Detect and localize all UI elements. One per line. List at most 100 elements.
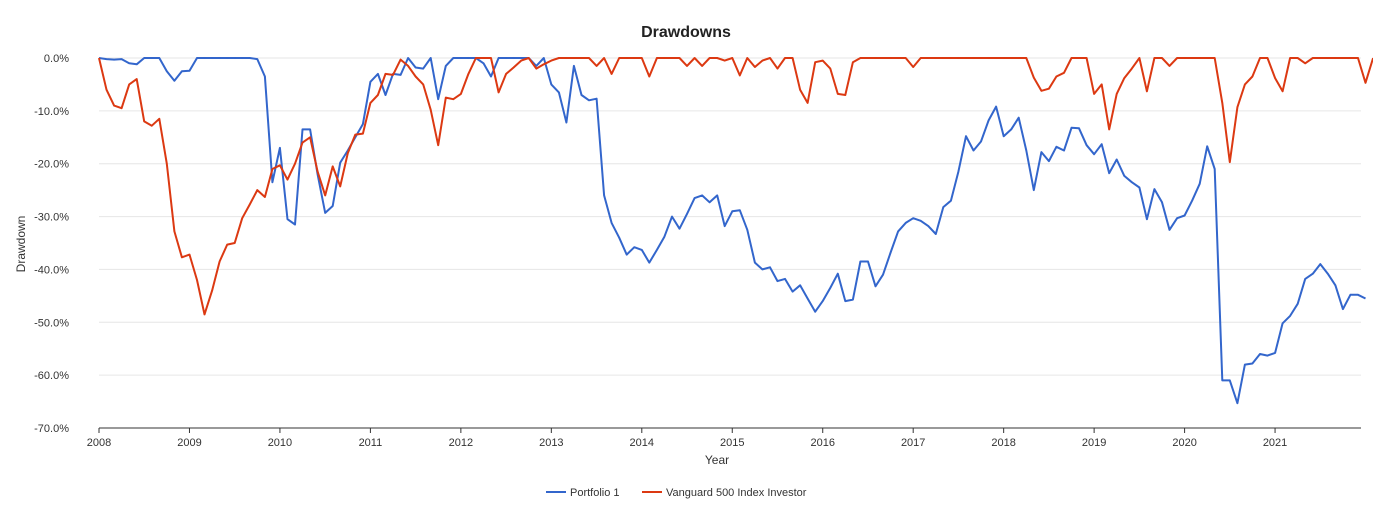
data-point xyxy=(1085,144,1088,147)
data-point xyxy=(1002,135,1005,138)
y-tick-label: -60.0% xyxy=(34,370,69,382)
data-point xyxy=(166,162,169,165)
data-point xyxy=(882,57,885,60)
data-point xyxy=(1115,158,1118,161)
data-point xyxy=(256,189,259,192)
y-tick-label: -50.0% xyxy=(34,317,69,329)
legend: Portfolio 1 Vanguard 500 Index Investor xyxy=(546,487,807,499)
x-tick-label: 2011 xyxy=(359,437,383,449)
data-point xyxy=(588,99,591,102)
x-tick-label: 2014 xyxy=(630,437,654,449)
data-point xyxy=(543,63,546,66)
data-point xyxy=(1349,57,1352,60)
data-point xyxy=(249,57,252,60)
data-point xyxy=(972,149,975,152)
data-point xyxy=(965,135,968,138)
data-point xyxy=(1236,106,1239,109)
data-point xyxy=(633,246,636,249)
data-point xyxy=(1327,272,1330,275)
data-point xyxy=(264,196,267,199)
data-point xyxy=(1017,57,1020,60)
data-point xyxy=(362,123,365,126)
data-point xyxy=(407,57,410,60)
data-point xyxy=(181,256,184,259)
data-point xyxy=(889,251,892,254)
data-point xyxy=(837,272,840,275)
data-point xyxy=(482,62,485,65)
data-point xyxy=(874,285,877,288)
data-point xyxy=(294,223,297,226)
data-point xyxy=(429,109,432,112)
data-point xyxy=(339,161,342,164)
data-point xyxy=(377,73,380,76)
data-point xyxy=(1312,272,1315,275)
data-point xyxy=(203,313,206,316)
data-point xyxy=(980,57,983,60)
data-point xyxy=(1078,57,1081,60)
data-point xyxy=(1153,57,1156,60)
data-point xyxy=(595,65,598,68)
chart-title: Drawdowns xyxy=(641,24,731,41)
y-axis-label: Drawdown xyxy=(14,216,28,273)
data-point xyxy=(1266,57,1269,60)
data-point xyxy=(565,57,568,60)
data-point xyxy=(392,74,395,77)
data-point xyxy=(151,124,154,127)
data-point xyxy=(919,220,922,223)
data-point xyxy=(1312,57,1315,60)
data-point xyxy=(339,185,342,188)
data-point xyxy=(678,57,681,60)
data-point xyxy=(648,75,651,78)
data-point xyxy=(610,222,613,225)
data-point xyxy=(595,97,598,100)
data-point xyxy=(754,261,757,264)
data-point xyxy=(1153,188,1156,191)
data-point xyxy=(897,57,900,60)
data-point xyxy=(1123,175,1126,178)
y-tick-label: -30.0% xyxy=(34,212,69,224)
data-point xyxy=(452,57,455,60)
data-point xyxy=(301,128,304,131)
data-point xyxy=(610,73,613,76)
data-point xyxy=(701,65,704,68)
data-point xyxy=(987,119,990,122)
data-point xyxy=(211,289,214,292)
data-point xyxy=(663,57,666,60)
data-point xyxy=(1108,172,1111,175)
data-point xyxy=(520,57,523,60)
data-point xyxy=(701,194,704,197)
data-point xyxy=(821,300,824,303)
data-point xyxy=(1078,127,1081,130)
data-point xyxy=(1138,57,1141,60)
data-point xyxy=(580,94,583,97)
data-point xyxy=(1176,217,1179,220)
data-point xyxy=(799,88,802,91)
data-point xyxy=(723,225,726,228)
data-point xyxy=(776,280,779,283)
data-point xyxy=(723,59,726,62)
data-point xyxy=(1010,128,1013,131)
data-point xyxy=(686,213,689,216)
data-point xyxy=(1100,143,1103,146)
data-point xyxy=(618,57,621,60)
data-point xyxy=(1296,57,1299,60)
data-point xyxy=(135,63,138,66)
data-point xyxy=(935,57,938,60)
data-point xyxy=(173,79,176,82)
data-point xyxy=(362,132,365,135)
data-point xyxy=(980,140,983,143)
data-point xyxy=(1146,90,1149,93)
data-point xyxy=(558,91,561,94)
data-point xyxy=(580,57,583,60)
data-point xyxy=(889,57,892,60)
data-point xyxy=(814,310,817,313)
data-point xyxy=(550,83,553,86)
data-point xyxy=(1304,62,1307,65)
data-point xyxy=(490,75,493,78)
data-point xyxy=(256,58,259,61)
data-point xyxy=(784,278,787,281)
data-point xyxy=(656,57,659,60)
data-point xyxy=(1048,160,1051,163)
data-point xyxy=(249,203,252,206)
data-point xyxy=(852,61,855,64)
